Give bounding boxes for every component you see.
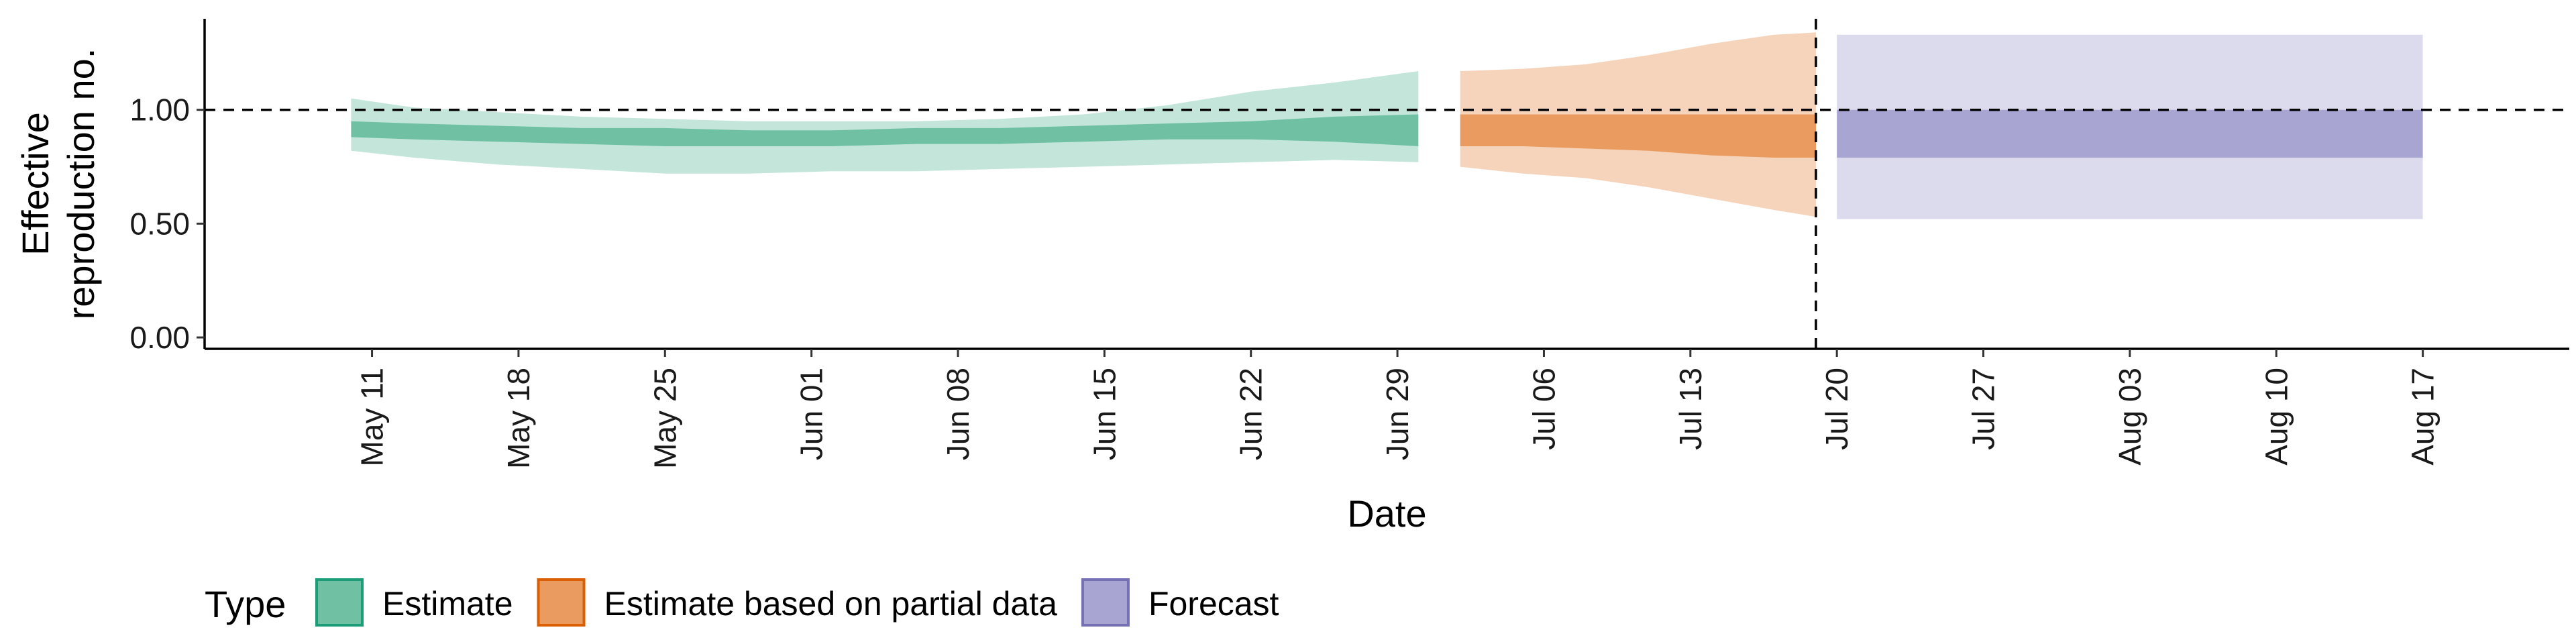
x-tick-label: Aug 17 [2406, 368, 2440, 466]
axes: 0.00 0.50 1.00 May 11 May 18 May 25 Jun 01 Jun … [129, 19, 2569, 469]
x-tick-label: Jun 01 [794, 368, 829, 460]
x-tick-label: Jun 15 [1087, 368, 1122, 460]
legend-swatch [537, 578, 586, 627]
series-1-inner-band [1460, 114, 1816, 158]
legend-swatch [1081, 578, 1130, 627]
legend-title: Type [205, 583, 286, 625]
series-0-inner-band [351, 114, 1419, 146]
y-tick-label: 1.00 [129, 93, 190, 127]
series-0-outer-band [351, 71, 1419, 174]
x-tick-label: Aug 03 [2112, 368, 2147, 466]
legend-swatch [315, 578, 364, 627]
x-tick-label: Jun 08 [941, 368, 975, 460]
y-tick-label: 0.50 [129, 206, 190, 241]
y-axis-title-line: reproduction no. [60, 48, 102, 320]
legend-label: Estimate [382, 585, 513, 623]
x-tick-label: Aug 10 [2259, 368, 2294, 466]
x-tick-label: Jul 06 [1526, 368, 1561, 450]
series-2-inner-band [1837, 109, 2423, 158]
y-axis-title-line: Effective [14, 112, 56, 256]
x-tick-label: Jun 29 [1380, 368, 1415, 460]
x-tick-label: May 18 [501, 368, 536, 469]
x-tick-label: May 11 [355, 368, 390, 466]
x-tick-label: May 25 [647, 368, 682, 469]
y-axis-title: Effective reproduction no. [14, 48, 102, 320]
x-tick-label: Jul 20 [1819, 368, 1854, 450]
x-tick-label: Jul 27 [1966, 368, 2001, 450]
legend-label: Estimate based on partial data [604, 585, 1058, 623]
legend: Type Estimate Estimate based on partial da… [205, 578, 1279, 627]
y-tick-label: 0.00 [129, 320, 190, 355]
x-tick-label: Jul 13 [1673, 368, 1708, 450]
x-axis-title: Date [1347, 492, 1426, 535]
legend-label: Forecast [1148, 585, 1279, 623]
x-tick-label: Jun 22 [1234, 368, 1269, 460]
ribbon-layer [351, 32, 2423, 219]
